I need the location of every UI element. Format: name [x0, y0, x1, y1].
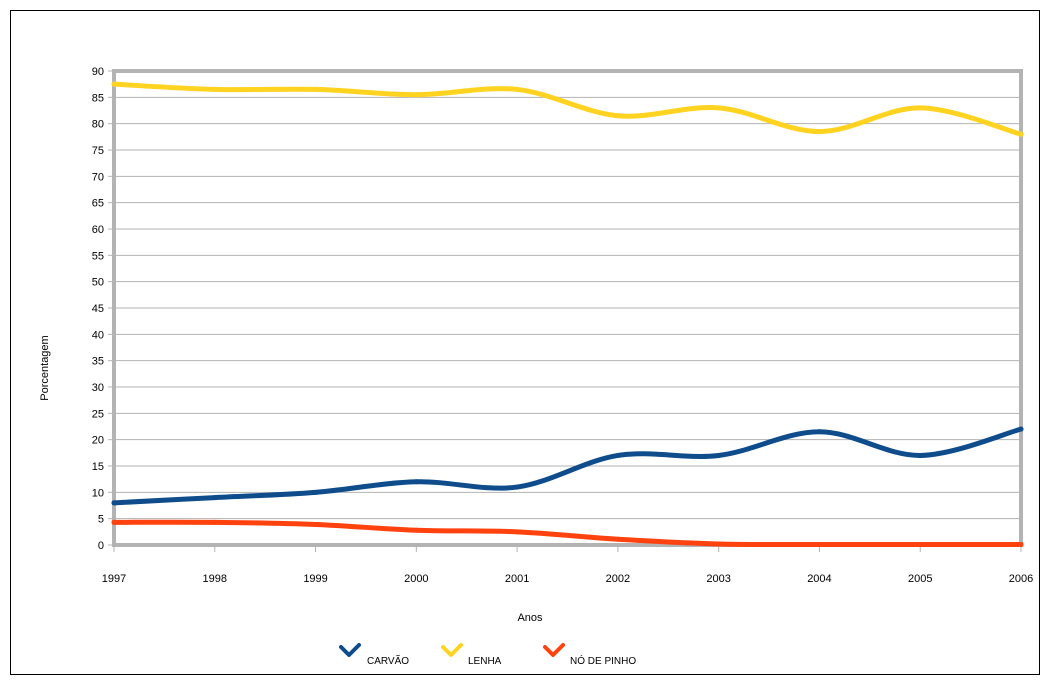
y-tick-label-35: 35	[92, 356, 104, 368]
legend-item-no-de-pinho: NÓ DE PINHO	[543, 643, 636, 667]
y-tick-label-45: 45	[92, 303, 104, 315]
data-point-lenha-1998	[212, 86, 218, 92]
legend-label-carvao: CARVÃO	[367, 654, 409, 667]
data-point-carvao-1999	[313, 489, 319, 495]
x-tick-label-1997: 1997	[102, 573, 126, 585]
series-line-lenha	[111, 81, 1024, 137]
series-lines	[111, 81, 1024, 548]
y-tick-label-10: 10	[92, 487, 104, 499]
y-tick-label-85: 85	[92, 92, 104, 104]
series-line-no-de-pinho	[111, 519, 1024, 548]
y-tick-label-15: 15	[92, 461, 104, 473]
data-point-no-de-pinho-1999	[313, 521, 319, 527]
y-tick-label-70: 70	[92, 171, 104, 183]
y-tick-label-65: 65	[92, 198, 104, 210]
data-point-lenha-2002	[615, 113, 621, 119]
y-axis-title: Porcentagem	[39, 335, 51, 400]
data-point-lenha-1997	[111, 81, 117, 87]
legend-swatch-carvao	[339, 643, 361, 657]
x-axis-ticks: 1997 1998 1999 2000 2001 2002 2003 2004 2005 2006	[102, 545, 1033, 585]
data-point-lenha-2003	[716, 105, 722, 111]
y-tick-label-30: 30	[92, 382, 104, 394]
data-point-no-de-pinho-2005	[917, 541, 923, 547]
series-line-carvao	[111, 426, 1024, 506]
x-tick-label-1999: 1999	[303, 573, 327, 585]
y-tick-label-50: 50	[92, 277, 104, 289]
legend-item-lenha: LENHA	[441, 643, 502, 667]
data-point-no-de-pinho-1997	[111, 519, 117, 525]
y-tick-label-25: 25	[92, 408, 104, 420]
y-tick-label-20: 20	[92, 435, 104, 447]
legend: CARVÃO LENHA NÓ DE PINHO	[339, 643, 636, 667]
legend-item-carvao: CARVÃO	[339, 643, 409, 667]
data-point-lenha-1999	[313, 86, 319, 92]
x-tick-label-2006: 2006	[1009, 573, 1033, 585]
data-point-lenha-2000	[413, 92, 419, 98]
data-point-no-de-pinho-2000	[413, 527, 419, 533]
legend-label-no-de-pinho: NÓ DE PINHO	[570, 654, 636, 667]
data-point-no-de-pinho-2006	[1018, 541, 1024, 547]
data-point-lenha-2006	[1018, 131, 1024, 137]
data-point-carvao-1998	[212, 495, 218, 501]
data-point-carvao-2005	[917, 452, 923, 458]
y-axis-ticks: 0 5 10 15 20 25 30 35 40 45 50 55 60 65 70 75 80 85 90	[92, 66, 114, 552]
data-point-lenha-2004	[816, 129, 822, 135]
legend-swatch-no-de-pinho	[543, 643, 565, 657]
y-tick-label-55: 55	[92, 250, 104, 262]
data-point-no-de-pinho-2003	[716, 541, 722, 547]
data-point-carvao-2001	[514, 484, 520, 490]
data-point-no-de-pinho-2002	[615, 536, 621, 542]
data-point-no-de-pinho-2004	[816, 541, 822, 547]
data-point-carvao-2004	[816, 429, 822, 435]
legend-swatch-lenha	[441, 643, 463, 657]
data-point-carvao-1997	[111, 500, 117, 506]
data-point-lenha-2005	[917, 105, 923, 111]
x-tick-label-1998: 1998	[203, 573, 227, 585]
x-tick-label-2000: 2000	[404, 573, 428, 585]
data-point-carvao-2002	[615, 452, 621, 458]
y-tick-label-90: 90	[92, 66, 104, 78]
data-point-lenha-2001	[514, 86, 520, 92]
data-point-no-de-pinho-1998	[212, 519, 218, 525]
y-tick-label-60: 60	[92, 224, 104, 236]
x-tick-label-2001: 2001	[505, 573, 529, 585]
y-tick-label-75: 75	[92, 145, 104, 157]
data-point-carvao-2006	[1018, 426, 1024, 432]
y-tick-label-80: 80	[92, 119, 104, 131]
x-tick-label-2004: 2004	[807, 573, 831, 585]
x-tick-label-2002: 2002	[606, 573, 630, 585]
data-point-carvao-2000	[413, 479, 419, 485]
data-point-no-de-pinho-2001	[514, 529, 520, 535]
legend-label-lenha: LENHA	[468, 656, 502, 667]
x-tick-label-2003: 2003	[706, 573, 730, 585]
x-axis-title: Anos	[517, 612, 543, 624]
y-tick-label-40: 40	[92, 329, 104, 341]
y-tick-label-5: 5	[98, 514, 104, 526]
x-tick-label-2005: 2005	[908, 573, 932, 585]
y-tick-label-0: 0	[98, 540, 104, 552]
data-point-carvao-2003	[716, 452, 722, 458]
